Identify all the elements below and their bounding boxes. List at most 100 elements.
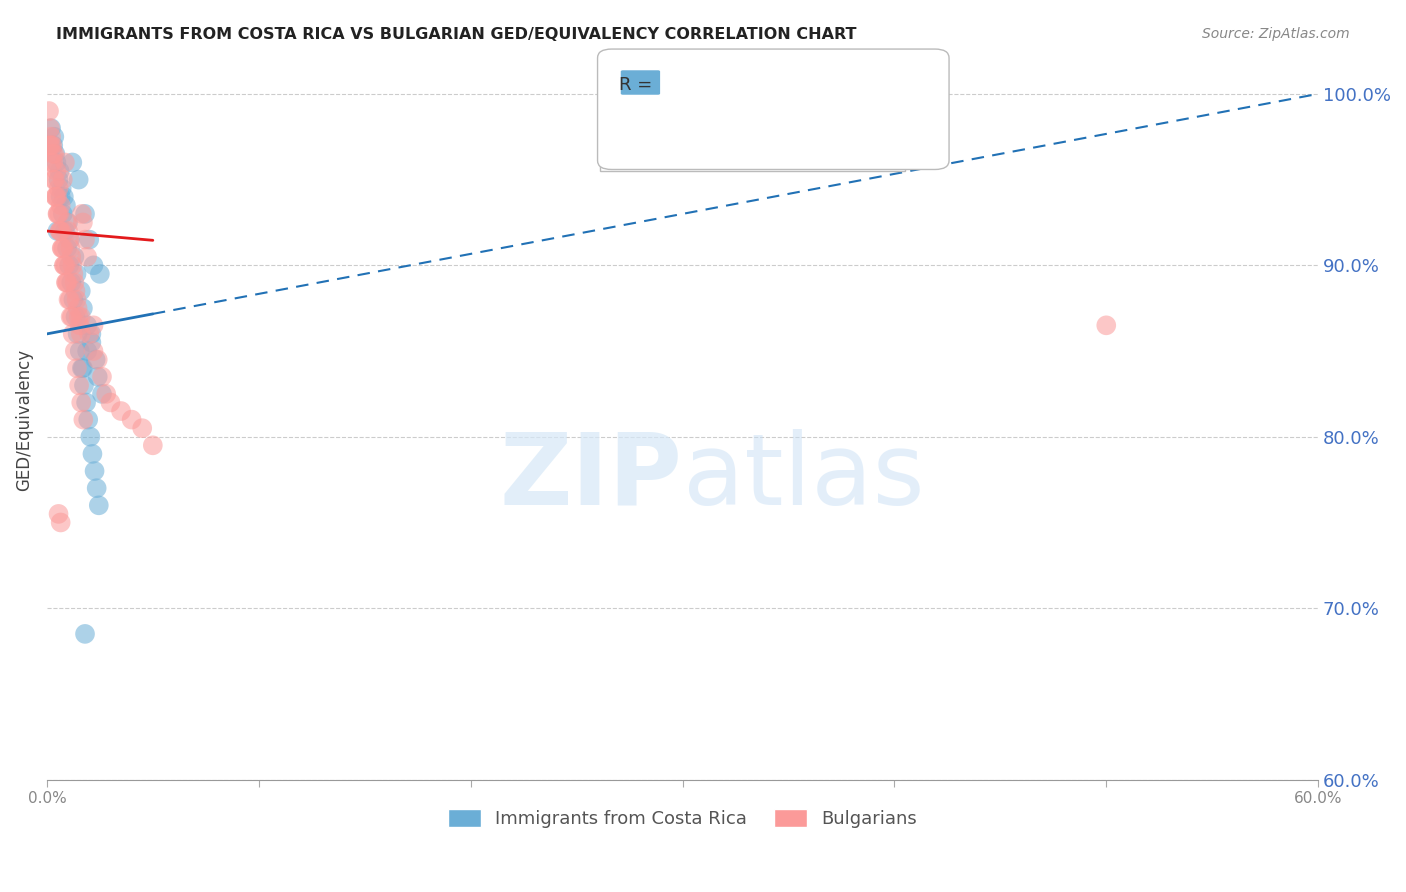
Point [70, 207, 93, 221]
Point [44, 129, 66, 144]
Point [46, 207, 69, 221]
Text: 51: 51 [852, 98, 879, 118]
Point [44, 190, 66, 204]
Point [56, 276, 79, 290]
Point [52, 241, 75, 255]
Point [87, 352, 110, 367]
Point [70, 361, 93, 376]
Point [69, 310, 91, 324]
Point [60, 250, 83, 264]
Point [73, 233, 96, 247]
Point [86, 481, 108, 495]
Point [52, 172, 75, 186]
Point [66, 301, 89, 315]
Point [59, 310, 82, 324]
Y-axis label: GED/Equivalency: GED/Equivalency [15, 349, 32, 491]
Point [51, 241, 73, 255]
Point [48, 164, 70, 178]
Point [110, 404, 132, 418]
Point [69, 344, 91, 359]
Point [51, 241, 73, 255]
Point [55, 258, 77, 272]
Text: R =: R = [619, 76, 652, 94]
Point [87, 499, 110, 513]
Point [52, 258, 75, 272]
Point [63, 250, 86, 264]
Point [65, 310, 87, 324]
Point [73, 378, 96, 392]
Point [76, 318, 98, 333]
Point [56, 215, 79, 229]
Point [41, 155, 63, 169]
Point [63, 344, 86, 359]
Point [89, 267, 111, 281]
Point [60, 276, 83, 290]
Text: Source: ZipAtlas.com: Source: ZipAtlas.com [1202, 27, 1350, 41]
Point [76, 250, 98, 264]
Point [46, 207, 69, 221]
Point [55, 198, 77, 212]
Point [82, 447, 104, 461]
FancyBboxPatch shape [613, 142, 641, 161]
Point [77, 233, 100, 247]
Point [63, 276, 86, 290]
Point [70, 395, 93, 409]
Point [60, 258, 83, 272]
Point [84, 352, 107, 367]
Point [66, 361, 89, 376]
Point [53, 258, 76, 272]
Point [67, 310, 90, 324]
Point [59, 293, 82, 307]
Point [56, 224, 79, 238]
Point [100, 395, 122, 409]
Text: ZIP: ZIP [499, 429, 682, 525]
Point [131, 421, 153, 435]
Point [51, 224, 73, 238]
Text: 0.152: 0.152 [724, 98, 786, 118]
Text: -0.107: -0.107 [724, 142, 794, 161]
Point [75, 395, 97, 409]
Point [72, 301, 94, 315]
Point [66, 326, 89, 341]
Point [87, 369, 110, 384]
Point [83, 344, 105, 359]
Point [76, 344, 98, 359]
Point [58, 258, 80, 272]
Point [96, 387, 118, 401]
Point [69, 284, 91, 298]
Point [65, 293, 87, 307]
FancyBboxPatch shape [613, 98, 641, 117]
Point [60, 155, 83, 169]
Point [69, 326, 91, 341]
Point [77, 412, 100, 426]
Point [60, 310, 83, 324]
Text: 78: 78 [860, 142, 887, 161]
Point [38, 138, 60, 153]
Point [45, 164, 67, 178]
Point [46, 224, 69, 238]
Point [62, 326, 84, 341]
Text: N =: N = [797, 142, 853, 161]
Point [38, 103, 60, 118]
Point [58, 233, 80, 247]
Point [48, 181, 70, 195]
Point [53, 155, 76, 169]
Point [83, 318, 105, 333]
Point [55, 276, 77, 290]
Point [44, 172, 66, 186]
Point [73, 207, 96, 221]
Point [62, 267, 84, 281]
Point [48, 224, 70, 238]
Point [46, 190, 69, 204]
Point [121, 412, 143, 426]
Point [42, 147, 65, 161]
Point [48, 507, 70, 521]
Point [39, 129, 62, 144]
Point [42, 155, 65, 169]
Point [72, 361, 94, 376]
Point [55, 276, 77, 290]
Point [142, 438, 165, 452]
Point [65, 284, 87, 298]
Point [69, 318, 91, 333]
Point [39, 121, 62, 136]
